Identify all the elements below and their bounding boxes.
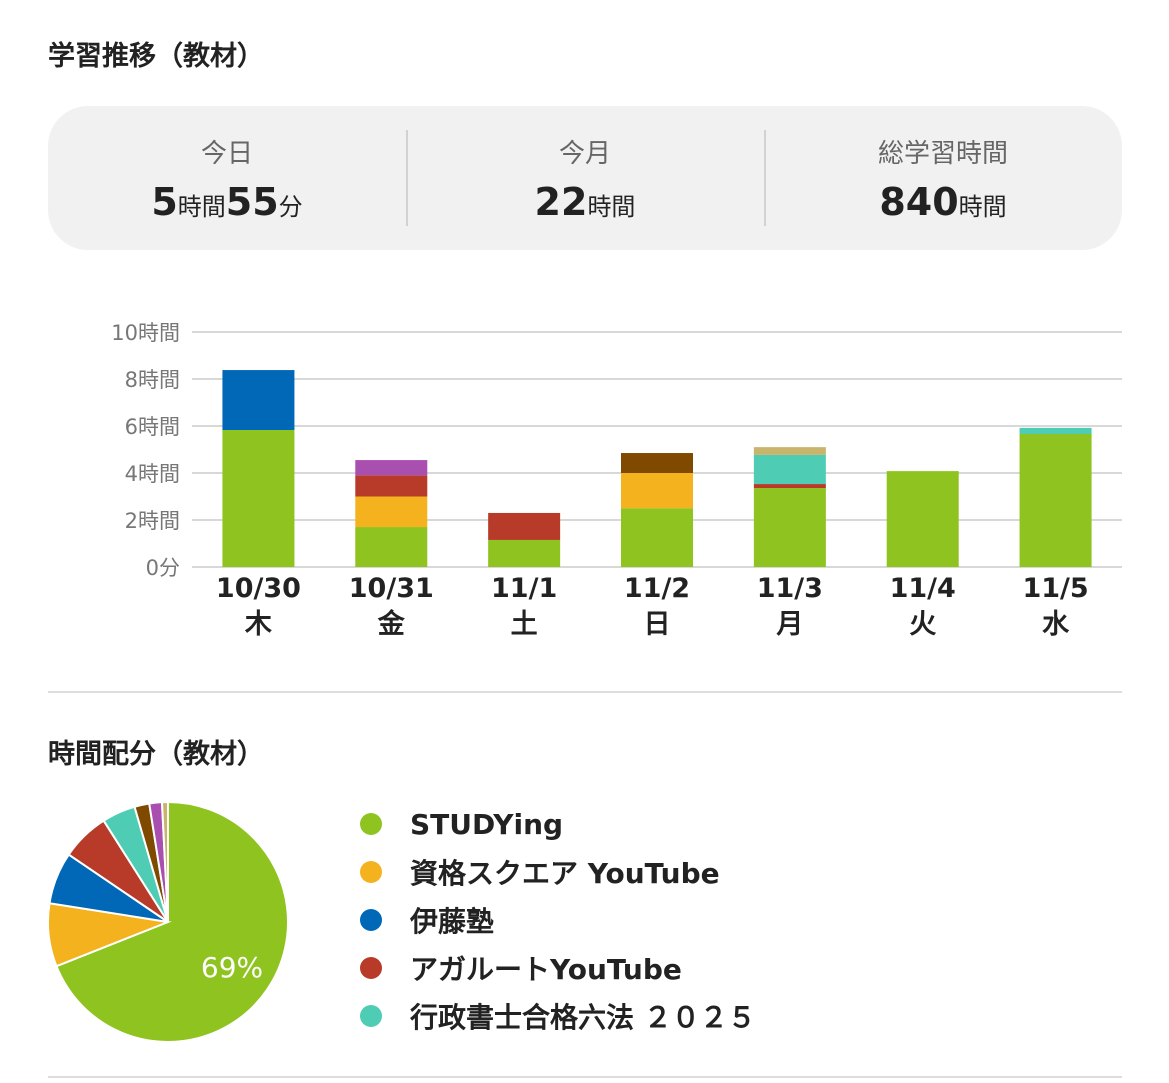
- x-tick-label: 10/30: [216, 573, 301, 604]
- divider: [48, 1076, 1122, 1078]
- legend-dot-icon: [360, 861, 382, 883]
- summary-label: 総学習時間: [877, 138, 1008, 169]
- value-number: 840: [879, 179, 959, 224]
- bar-segment: [1019, 433, 1092, 567]
- bar-segment: [488, 512, 561, 540]
- bar-segment: [355, 496, 428, 528]
- value-unit: 時間: [177, 192, 226, 221]
- bar-segment: [621, 473, 693, 509]
- legend-dot-icon: [360, 957, 382, 979]
- pie-data-label: 69%: [201, 951, 263, 984]
- bar-segment: [753, 447, 826, 455]
- distribution-title: 時間配分（教材）: [48, 739, 264, 770]
- legend-item: 資格スクエア YouTube: [358, 848, 756, 896]
- bar-segment: [621, 508, 693, 567]
- summary-today: 今日 5時間55分: [48, 106, 406, 250]
- y-tick-label: 2時間: [125, 509, 180, 533]
- pie-slice: [55, 800, 289, 1043]
- legend-dot-icon: [360, 1005, 382, 1027]
- value-number: 55: [225, 179, 279, 224]
- legend-label: 行政書士合格六法 ２０２５: [410, 1001, 756, 1034]
- bar-segment: [886, 471, 959, 567]
- y-tick-label: 10時間: [111, 321, 180, 345]
- divider: [48, 691, 1122, 693]
- x-tick-weekday: 月: [775, 609, 803, 640]
- x-tick-label: 11/2: [624, 573, 690, 604]
- x-tick-weekday: 水: [1042, 609, 1070, 640]
- bar-segment: [222, 370, 295, 430]
- legend-label: STUDYing: [410, 807, 564, 841]
- x-tick-label: 11/5: [1022, 573, 1088, 604]
- value-number: 22: [534, 179, 588, 224]
- legend-item: 行政書士合格六法 ２０２５: [358, 992, 756, 1040]
- x-tick-label: 11/4: [890, 573, 956, 604]
- pie-slice: [160, 800, 169, 923]
- summary-label: 今日: [200, 138, 253, 169]
- legend-label: 資格スクエア YouTube: [410, 857, 720, 890]
- x-tick-weekday: 土: [511, 609, 538, 640]
- value-unit: 時間: [958, 192, 1007, 221]
- summary-value: 22時間: [535, 180, 636, 224]
- bar-segment: [222, 429, 295, 567]
- x-tick-weekday: 金: [377, 608, 406, 640]
- legend-item: STUDYing: [358, 800, 756, 848]
- legend-label: 伊藤塾: [410, 905, 495, 938]
- bar-segment: [753, 454, 826, 485]
- pie-legend: STUDYing 資格スクエア YouTube 伊藤塾アガルートYouTube 行政書…: [358, 800, 756, 1040]
- bar-segment: [753, 488, 826, 567]
- bar-segment: [355, 527, 428, 567]
- stacked-bar-chart: 0分 2時間 4時間 6時間 8時間 10時間 10/30 木 10/31 金 11/1 土 11/2 日…: [111, 321, 1122, 640]
- bar-segment: [753, 484, 826, 489]
- x-tick-weekday: 火: [909, 609, 936, 640]
- value-unit: 分: [278, 192, 303, 221]
- legend-dot-icon: [360, 813, 382, 835]
- legend-dot-icon: [360, 909, 382, 931]
- summary-label: 今月: [558, 138, 611, 169]
- bar-segment: [355, 475, 428, 497]
- y-tick-label: 0分: [146, 556, 180, 580]
- trend-title: 学習推移（教材）: [48, 41, 264, 72]
- x-tick-weekday: 日: [644, 609, 671, 640]
- bar-segment: [621, 453, 693, 473]
- value-number: 5: [151, 179, 178, 224]
- y-tick-label: 6時間: [125, 415, 180, 439]
- summary-card: 今日 5時間55分 今月 22時間 総学習時間 840時間: [48, 106, 1122, 250]
- bar-segment: [1019, 427, 1092, 434]
- pie-chart: 69%: [47, 800, 289, 1043]
- bar-segment: [355, 460, 428, 476]
- x-tick-weekday: 木: [244, 609, 272, 640]
- summary-month: 今月 22時間: [406, 106, 764, 250]
- value-unit: 時間: [587, 192, 636, 221]
- legend-label: アガルートYouTube: [410, 953, 682, 986]
- x-tick-label: 10/31: [349, 573, 434, 604]
- bar-segment: [488, 539, 561, 567]
- summary-total: 総学習時間 840時間: [764, 106, 1122, 250]
- legend-item: 伊藤塾: [358, 896, 756, 944]
- x-tick-label: 11/1: [491, 573, 557, 604]
- summary-value: 5時間55分: [151, 180, 302, 224]
- summary-value: 840時間: [879, 180, 1006, 224]
- y-tick-label: 4時間: [125, 462, 180, 486]
- x-tick-label: 11/3: [757, 573, 823, 604]
- legend-item: アガルートYouTube: [358, 944, 756, 992]
- y-tick-label: 8時間: [125, 368, 180, 392]
